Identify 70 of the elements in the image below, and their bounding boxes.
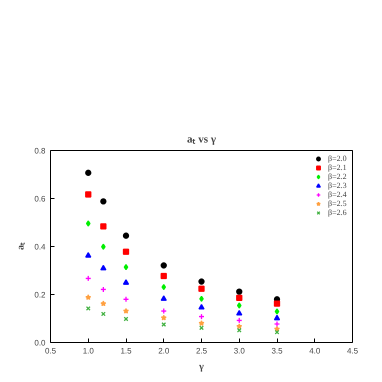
x-tick-label: 3.5 <box>271 346 284 356</box>
point <box>160 272 167 280</box>
point <box>122 308 130 314</box>
point <box>199 325 204 330</box>
point <box>199 296 204 302</box>
legend-label: β=2.1 <box>328 163 348 172</box>
chart-title: aₜ vs γ <box>187 134 216 146</box>
x-tick-label: 2.0 <box>158 346 170 356</box>
point <box>160 295 167 301</box>
point <box>100 264 106 270</box>
x-tick-label: 0.5 <box>44 346 57 356</box>
x-tick-label: 4.0 <box>309 346 321 356</box>
point <box>198 278 205 285</box>
point <box>198 320 205 326</box>
point <box>122 232 130 239</box>
point <box>100 312 106 316</box>
point <box>161 322 166 327</box>
point <box>274 314 280 320</box>
point <box>198 286 205 292</box>
x-tick-label: 1.0 <box>82 346 94 356</box>
x-axis-title: γ <box>198 362 204 372</box>
point <box>85 170 92 176</box>
point <box>85 294 92 300</box>
point <box>274 300 280 307</box>
point <box>274 330 280 335</box>
point <box>236 310 242 316</box>
point <box>122 248 130 255</box>
y-tick-label: 0.6 <box>34 194 46 204</box>
point <box>274 308 280 315</box>
point <box>100 286 106 293</box>
point <box>100 198 106 205</box>
point <box>85 275 92 282</box>
point <box>86 220 91 227</box>
point <box>160 262 167 269</box>
point <box>236 328 242 333</box>
y-axis-title: aₜ <box>15 242 26 250</box>
point <box>198 304 205 310</box>
legend-label: β=2.2 <box>328 172 348 181</box>
point <box>161 284 166 290</box>
point <box>236 302 242 309</box>
legend-label: β=2.0 <box>328 154 348 163</box>
point <box>160 314 167 320</box>
x-tick-label: 1.5 <box>120 346 132 356</box>
point <box>236 288 242 295</box>
y-tick-label: 0.2 <box>34 290 46 300</box>
point <box>100 300 106 306</box>
point <box>274 320 280 328</box>
point <box>85 252 92 258</box>
point <box>124 316 128 322</box>
point <box>85 191 92 198</box>
point <box>101 244 106 250</box>
point <box>236 294 242 302</box>
y-tick-label: 0.0 <box>34 338 46 348</box>
legend-label: β=2.3 <box>328 181 348 190</box>
y-tick-label: 0.8 <box>34 146 46 156</box>
legend-label: β=2.5 <box>328 199 348 208</box>
x-tick-label: 2.5 <box>196 346 208 356</box>
legend-label: β=2.6 <box>328 208 348 217</box>
point <box>100 223 106 230</box>
point <box>86 306 91 311</box>
x-tick-label: 3.0 <box>234 346 246 356</box>
point <box>236 317 242 324</box>
legend-label: β=2.4 <box>328 190 348 199</box>
x-tick-label: 4.5 <box>346 346 359 356</box>
point <box>122 279 130 285</box>
point <box>160 308 167 314</box>
y-tick-label: 0.4 <box>34 242 46 252</box>
point <box>122 296 130 302</box>
point <box>124 264 128 270</box>
point <box>198 313 205 320</box>
